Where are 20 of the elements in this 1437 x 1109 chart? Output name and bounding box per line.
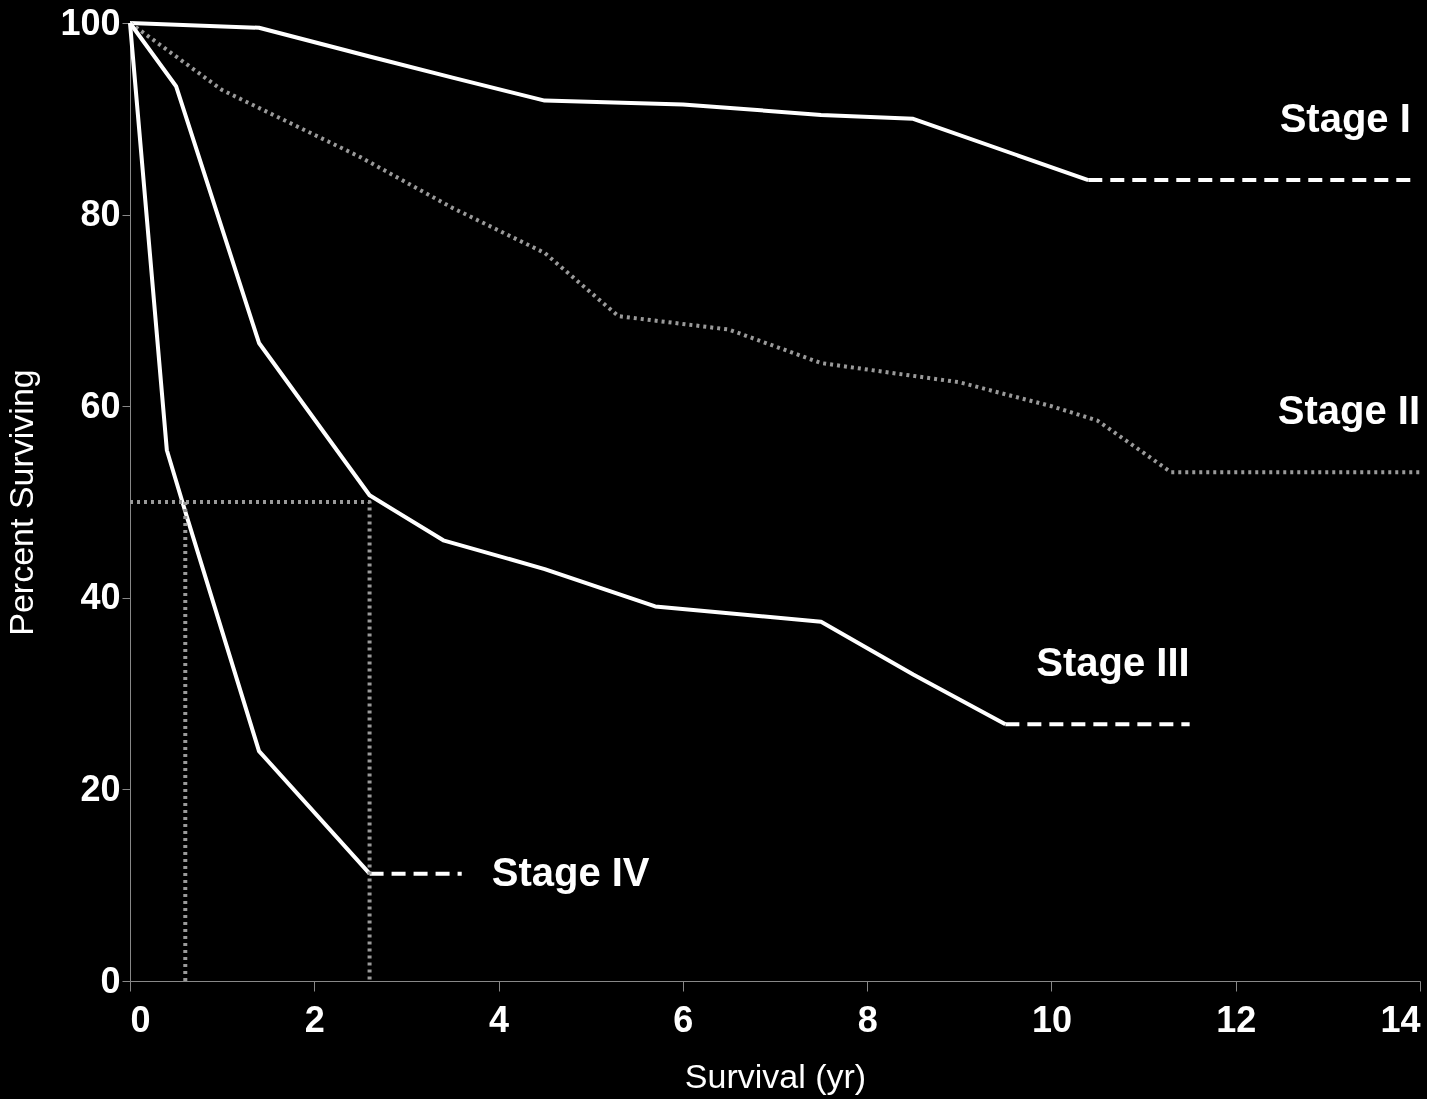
series-label: Stage IV — [491, 849, 650, 894]
y-tick-label: 0 — [100, 959, 121, 1001]
x-tick-label: 10 — [1031, 998, 1072, 1040]
y-tick-label: 60 — [80, 384, 121, 426]
series-label: Stage II — [1277, 388, 1420, 433]
x-tick-label: 4 — [489, 998, 510, 1040]
x-tick-label: 2 — [304, 998, 325, 1040]
x-tick-label: 14 — [1380, 998, 1421, 1040]
x-tick-label: 8 — [857, 998, 878, 1040]
x-axis-title: Survival (yr) — [684, 1056, 867, 1095]
y-axis-title: Percent Surviving — [2, 369, 41, 636]
x-tick-label: 6 — [673, 998, 694, 1040]
y-tick-label: 40 — [80, 576, 121, 618]
series-label: Stage I — [1279, 96, 1411, 141]
y-tick-label: 100 — [60, 1, 121, 43]
x-tick-label: 0 — [130, 998, 151, 1040]
x-tick-label: 12 — [1216, 998, 1257, 1040]
y-tick-label: 20 — [80, 767, 121, 809]
series-label: Stage III — [1036, 640, 1190, 685]
y-tick-label: 80 — [80, 193, 121, 235]
